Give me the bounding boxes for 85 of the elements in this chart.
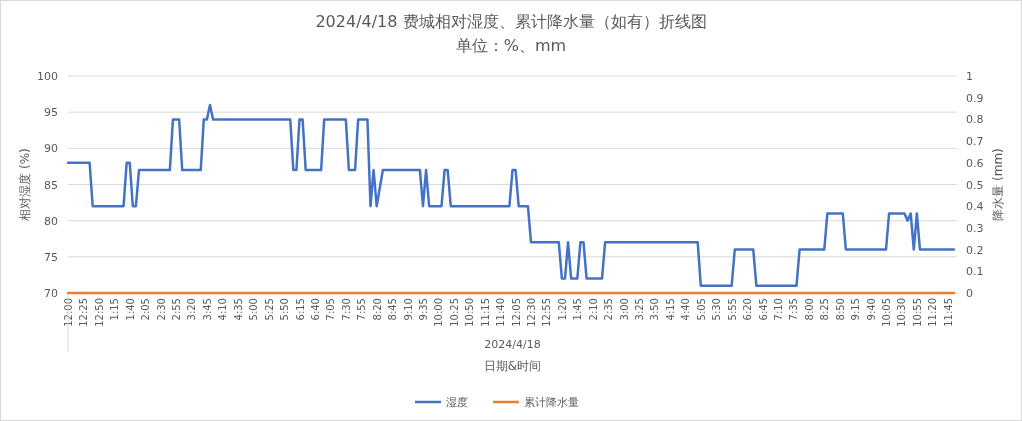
x-tick-label: 3:25	[634, 298, 646, 321]
x-tick-label: 9:10	[402, 298, 414, 321]
x-tick-label: 12:55	[541, 298, 553, 327]
x-tick-label: 12:30	[526, 298, 538, 327]
x-tick-label: 7:55	[356, 298, 368, 321]
x-tick-label: 2:35	[603, 298, 615, 321]
chart-subtitle: 单位：%、mm	[455, 36, 567, 55]
x-tick-label: 1:45	[572, 298, 584, 321]
x-tick-label: 11:15	[479, 298, 491, 327]
x-tick-label: 10:30	[896, 298, 908, 327]
x-tick-label: 4:40	[680, 298, 692, 321]
y2-tick-label: 0.1	[966, 265, 984, 279]
y2-tick-label: 0	[966, 287, 973, 300]
x-tick-label: 1:40	[124, 298, 136, 321]
x-tick-label: 7:30	[340, 298, 352, 321]
x-tick-label: 12:05	[510, 298, 522, 327]
x-tick-label: 4:10	[217, 298, 229, 321]
y2-tick-label: 0.5	[966, 178, 984, 192]
x-tick-label: 8:00	[803, 298, 815, 321]
y2-tick-label: 0.6	[966, 156, 984, 170]
x-tick-label: 12:25	[78, 298, 90, 327]
legend-label: 湿度	[446, 396, 468, 409]
x-tick-label: 11:40	[495, 298, 507, 327]
y2-tick-label: 0.8	[966, 113, 984, 127]
x-tick-label: 10:55	[911, 298, 923, 327]
x-tick-label: 3:45	[201, 298, 213, 321]
x-tick-label: 2:30	[155, 298, 167, 321]
x-tick-label: 4:15	[664, 298, 676, 321]
y-axis-title: 相对湿度 (%)	[18, 148, 32, 221]
y-tick-label: 100	[37, 70, 58, 83]
y2-tick-label: 0.3	[966, 221, 984, 235]
x-tick-label: 9:15	[850, 298, 862, 321]
y-tick-label: 80	[44, 214, 58, 228]
x-tick-label: 4:35	[232, 298, 244, 321]
x-tick-label: 2:05	[140, 298, 152, 321]
x-axis-title: 日期&时间	[483, 359, 542, 373]
x-tick-label: 1:20	[556, 298, 568, 321]
x-tick-label: 12:00	[63, 298, 74, 327]
y-tick-label: 70	[44, 287, 58, 300]
x-tick-label: 5:30	[711, 298, 723, 321]
x-tick-label: 7:35	[788, 298, 800, 321]
x-tick-label: 7:10	[772, 298, 784, 321]
x-tick-label: 1:15	[109, 298, 121, 321]
x-tick-label: 6:40	[309, 298, 321, 321]
x-tick-label: 3:50	[649, 298, 661, 321]
text: 2024/4/18	[484, 338, 541, 351]
y2-tick-label: 0.2	[966, 243, 984, 257]
y2-tick-label: 0.4	[966, 200, 984, 214]
x-tick-label: 11:45	[942, 298, 954, 327]
y-tick-label: 90	[44, 142, 58, 156]
x-tick-label: 5:25	[263, 298, 275, 321]
x-tick-label: 10:05	[881, 298, 892, 327]
y2-axis-title: 降水量 (mm)	[991, 148, 1005, 221]
legend-label: 累计降水量	[524, 396, 579, 409]
x-tick-label: 8:20	[371, 298, 383, 321]
x-tick-label: 5:00	[248, 298, 260, 321]
y-tick-label: 85	[44, 178, 58, 192]
line-series	[66, 103, 956, 288]
y2-tick-label: 0.9	[966, 91, 984, 105]
x-tick-label: 9:40	[865, 298, 877, 321]
x-tick-label: 3:20	[186, 298, 198, 321]
x-tick-label: 9:35	[417, 298, 429, 321]
x-tick-label: 11:20	[927, 298, 939, 327]
x-tick-label: 10:00	[433, 298, 445, 327]
x-tick-label: 5:55	[726, 298, 738, 321]
x-tick-label: 5:05	[695, 298, 707, 321]
y2-tick-label: 0.7	[966, 135, 984, 149]
x-tick-label: 7:05	[325, 298, 337, 321]
x-tick-label: 10:50	[464, 298, 476, 327]
x-tick-label: 3:00	[618, 298, 630, 321]
x-tick-label: 6:45	[757, 298, 769, 321]
x-tick-label: 8:45	[387, 298, 399, 321]
chart-title: 2024/4/18 费城相对湿度、累计降水量（如有）折线图	[315, 12, 707, 31]
x-tick-label: 12:50	[93, 298, 105, 327]
x-tick-label: 6:20	[742, 298, 754, 321]
y-tick-label: 75	[44, 250, 58, 264]
y-tick-label: 95	[44, 106, 58, 120]
x-tick-label: 5:50	[279, 298, 291, 321]
x-tick-label: 8:25	[819, 298, 831, 321]
y2-tick-label: 1	[966, 70, 973, 83]
x-tick-label: 2:10	[587, 298, 599, 321]
x-tick-label: 2:55	[171, 298, 183, 321]
x-tick-label: 8:50	[834, 298, 846, 321]
x-tick-label: 10:25	[448, 298, 460, 327]
x-tick-label: 6:15	[294, 298, 306, 321]
